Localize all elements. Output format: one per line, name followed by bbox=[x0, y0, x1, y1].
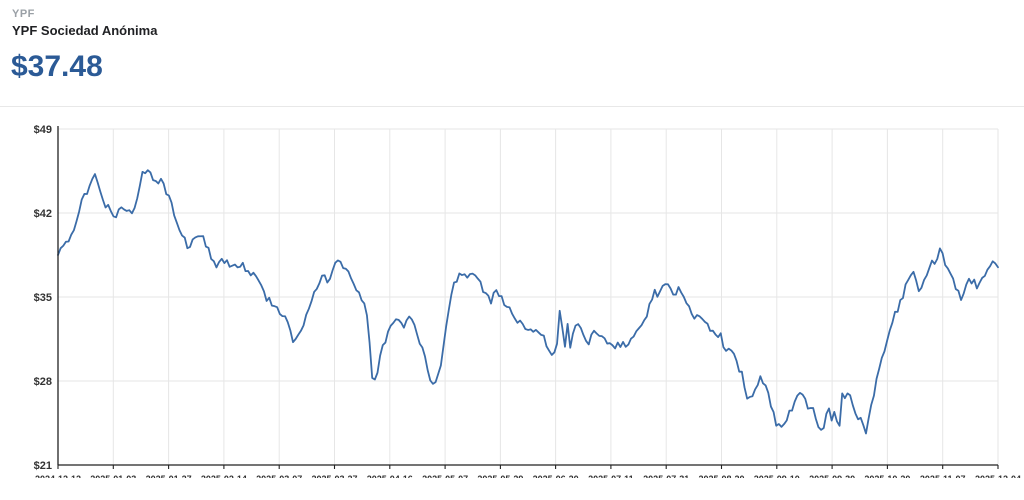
svg-text:$21: $21 bbox=[34, 460, 52, 472]
svg-text:2025-07-11: 2025-07-11 bbox=[588, 474, 634, 478]
svg-text:$35: $35 bbox=[34, 292, 52, 304]
svg-text:2025-06-20: 2025-06-20 bbox=[533, 474, 579, 478]
svg-text:2025-03-07: 2025-03-07 bbox=[256, 474, 302, 478]
svg-text:2025-10-20: 2025-10-20 bbox=[864, 474, 910, 478]
svg-text:2025-09-30: 2025-09-30 bbox=[809, 474, 855, 478]
svg-text:2025-11-07: 2025-11-07 bbox=[920, 474, 966, 478]
svg-text:$42: $42 bbox=[34, 208, 52, 220]
svg-text:$28: $28 bbox=[34, 376, 52, 388]
svg-text:$49: $49 bbox=[34, 124, 52, 136]
svg-text:2024-12-12: 2024-12-12 bbox=[35, 474, 81, 478]
svg-text:2025-08-20: 2025-08-20 bbox=[698, 474, 744, 478]
svg-text:2025-07-31: 2025-07-31 bbox=[643, 474, 689, 478]
svg-text:2025-05-29: 2025-05-29 bbox=[477, 474, 523, 478]
svg-text:2025-01-03: 2025-01-03 bbox=[90, 474, 136, 478]
svg-text:2025-02-14: 2025-02-14 bbox=[201, 474, 247, 478]
svg-text:2025-03-27: 2025-03-27 bbox=[311, 474, 357, 478]
svg-text:2025-09-10: 2025-09-10 bbox=[754, 474, 800, 478]
svg-text:2025-01-27: 2025-01-27 bbox=[146, 474, 192, 478]
svg-text:2025-04-16: 2025-04-16 bbox=[367, 474, 413, 478]
svg-text:2025-12-04: 2025-12-04 bbox=[975, 474, 1021, 478]
svg-text:2025-05-07: 2025-05-07 bbox=[422, 474, 468, 478]
